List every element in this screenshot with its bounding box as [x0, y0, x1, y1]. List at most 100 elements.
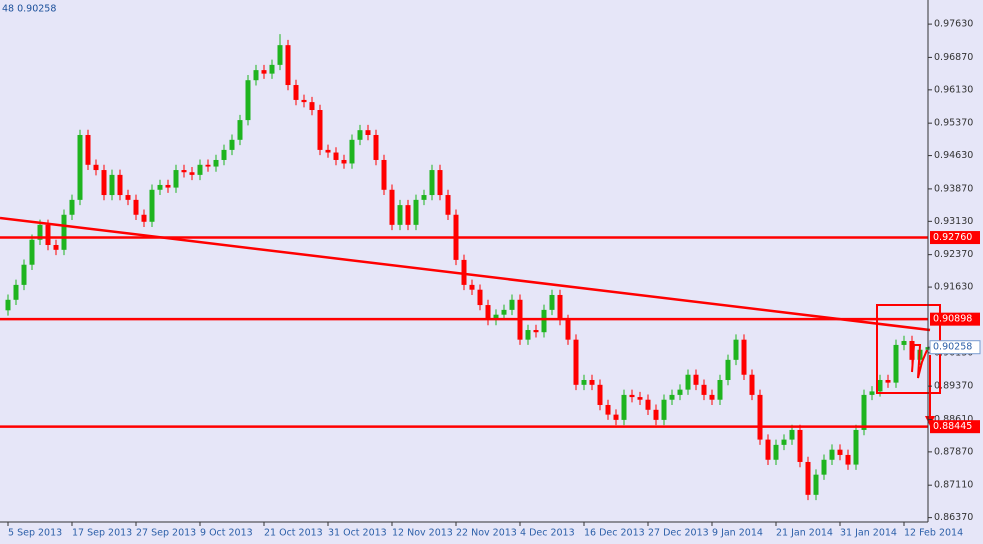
candle-body — [109, 174, 115, 196]
candle-body — [357, 130, 363, 140]
candle-body — [309, 102, 315, 111]
candle-body — [485, 305, 491, 320]
level-label: 0.92760 — [933, 232, 972, 243]
candle-body — [829, 449, 835, 460]
candle-body — [541, 309, 547, 333]
x-tick-label: 31 Oct 2013 — [328, 528, 387, 539]
candle-body — [501, 309, 507, 315]
candle-body — [741, 339, 747, 375]
candle-body — [461, 259, 467, 285]
candle-body — [437, 170, 443, 196]
candle-body — [845, 454, 851, 465]
candle-body — [93, 164, 99, 171]
candle-body — [805, 461, 811, 495]
candle-body — [493, 314, 499, 320]
candle-body — [285, 45, 291, 86]
candle-body — [445, 195, 451, 215]
candle-body — [221, 149, 227, 160]
candle-body — [837, 449, 843, 455]
candle-body — [373, 134, 379, 160]
x-tick-label: 21 Jan 2014 — [776, 528, 833, 539]
candle-body — [757, 394, 763, 440]
candle-body — [189, 172, 195, 175]
candle-body — [277, 45, 283, 65]
candle-body — [53, 245, 59, 250]
candle-body — [589, 379, 595, 385]
candle-body — [37, 224, 43, 240]
candle-body — [605, 404, 611, 415]
candle-body — [893, 344, 899, 383]
candle-body — [181, 170, 187, 173]
candle-body — [717, 379, 723, 400]
candle-body — [477, 289, 483, 306]
candle-body — [325, 149, 331, 153]
candle-body — [621, 394, 627, 420]
candle-body — [749, 374, 755, 395]
y-tick-label: 0.95370 — [934, 118, 973, 129]
y-tick-label: 0.87870 — [934, 446, 973, 457]
candle-body — [125, 195, 131, 200]
level-label-box — [930, 420, 980, 434]
candle-body — [677, 389, 683, 395]
current-price-label: 0.90258 — [933, 342, 972, 353]
candle-body — [13, 284, 19, 300]
y-tick-label: 0.89370 — [934, 381, 973, 392]
candle-body — [213, 159, 219, 167]
candle-body — [21, 264, 27, 285]
candle-body — [645, 399, 651, 410]
x-tick-label: 12 Nov 2013 — [392, 528, 453, 539]
candle-body — [509, 299, 515, 310]
candle-body — [877, 379, 883, 392]
x-tick-label: 31 Jan 2014 — [840, 528, 897, 539]
current-price-box — [929, 340, 981, 355]
x-tick-label: 22 Nov 2013 — [456, 528, 517, 539]
candle-body — [573, 339, 579, 385]
candle-body — [701, 384, 707, 395]
candle-body — [709, 394, 715, 400]
candle-body — [237, 120, 243, 140]
candle-body — [5, 299, 11, 311]
x-tick-label: 5 Sep 2013 — [8, 528, 62, 539]
candle-body — [901, 340, 907, 345]
y-tick-label: 0.91630 — [934, 282, 973, 293]
candle-body — [469, 284, 475, 290]
level-label: 0.88445 — [933, 421, 972, 432]
x-tick-label: 9 Oct 2013 — [200, 528, 253, 539]
candle-body — [733, 339, 739, 360]
candle-body — [557, 294, 563, 320]
candle-body — [133, 199, 139, 215]
candle-body — [597, 384, 603, 405]
candle-body — [429, 170, 435, 196]
x-tick-label: 12 Feb 2014 — [904, 528, 963, 539]
candle-body — [909, 340, 915, 360]
candle-body — [781, 439, 787, 445]
candle-body — [685, 374, 691, 390]
candle-body — [365, 130, 371, 135]
candle-body — [397, 205, 403, 225]
candle-body — [293, 85, 299, 100]
candle-body — [797, 429, 803, 462]
candle-body — [317, 110, 323, 150]
candle-body — [333, 152, 339, 160]
x-tick-label: 9 Jan 2014 — [712, 528, 763, 539]
candle-body — [861, 394, 867, 430]
candle-body — [69, 199, 75, 215]
candle-body — [789, 429, 795, 440]
candle-body — [773, 444, 779, 460]
y-tick-label: 0.97630 — [934, 19, 973, 30]
candle-body — [869, 391, 875, 395]
candle-body — [45, 224, 51, 246]
level-label-box — [930, 312, 980, 326]
candle-body — [653, 409, 659, 420]
candle-body — [629, 394, 635, 398]
candle-body — [77, 134, 83, 200]
candle-body — [349, 139, 355, 164]
candle-body — [61, 214, 67, 250]
candle-body — [261, 70, 267, 74]
candle-body — [205, 164, 211, 167]
candle-body — [565, 319, 571, 340]
candle-body — [229, 139, 235, 150]
candle-body — [885, 379, 891, 383]
